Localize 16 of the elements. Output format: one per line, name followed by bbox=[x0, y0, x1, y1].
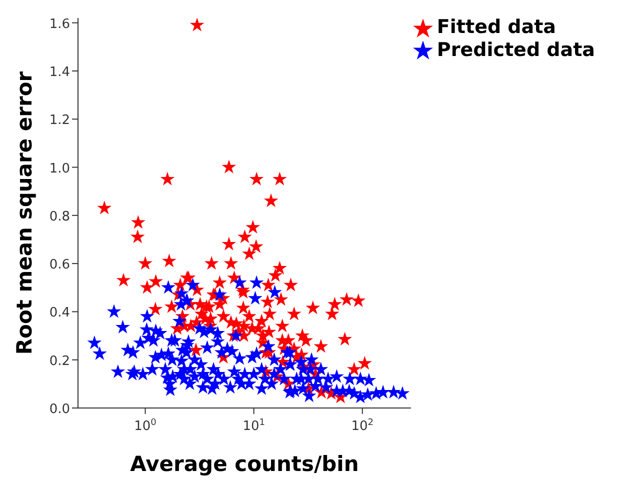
y-tick-label: 0.6 bbox=[49, 258, 70, 273]
x-tick-label: 10$^{0}$ bbox=[134, 418, 157, 434]
y-axis-title: Root mean square error bbox=[12, 70, 36, 355]
legend-label: Predicted data bbox=[436, 38, 595, 61]
y-tick-label: 1.6 bbox=[49, 16, 70, 32]
x-tick-label: 10$^{2}$ bbox=[351, 418, 374, 434]
y-tick-label: 1.0 bbox=[49, 161, 70, 176]
y-tick-label: 1.4 bbox=[49, 64, 70, 80]
y-tick-label: 0.4 bbox=[49, 306, 70, 321]
x-tick-label: 10$^{1}$ bbox=[242, 418, 265, 434]
x-axis-title: Average counts/bin bbox=[130, 452, 359, 476]
y-tick-label: 0.2 bbox=[49, 354, 70, 369]
y-tick-label: 0.0 bbox=[49, 402, 70, 417]
legend-label: Fitted data bbox=[436, 16, 556, 38]
y-tick-label: 0.8 bbox=[49, 209, 70, 224]
y-tick-label: 1.2 bbox=[49, 113, 70, 128]
